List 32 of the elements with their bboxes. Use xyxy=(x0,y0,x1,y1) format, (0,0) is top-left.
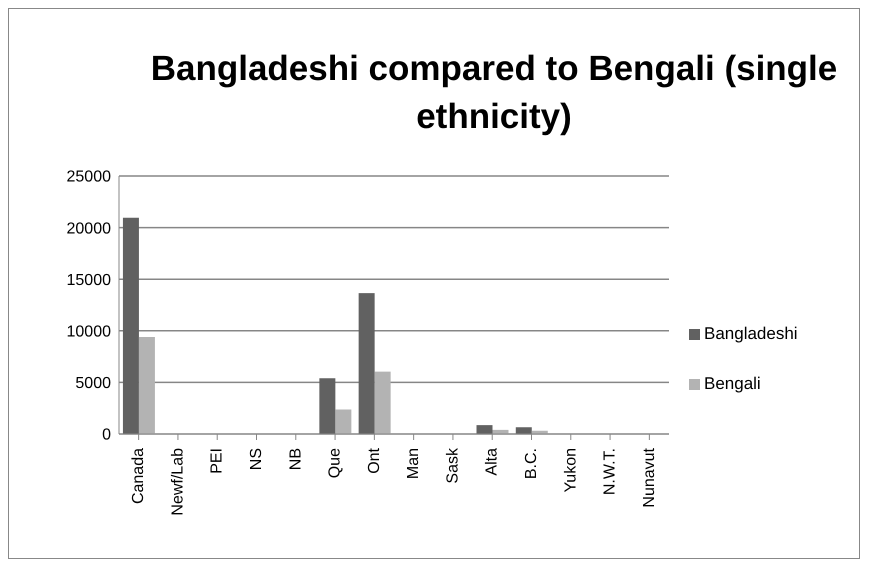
bar xyxy=(374,372,391,434)
bar xyxy=(358,293,375,434)
y-tick-label: 15000 xyxy=(66,272,112,289)
y-tick-label: 25000 xyxy=(66,168,112,186)
x-tick-label: Man xyxy=(405,448,422,480)
x-tick-label: Alta xyxy=(484,448,501,476)
x-tick-label: Sask xyxy=(444,447,462,484)
x-tick-label: Que xyxy=(326,448,344,478)
x-tick-label: N.W.T. xyxy=(602,448,619,496)
legend-label: Bengali xyxy=(704,374,761,393)
bar xyxy=(516,427,532,434)
x-tick-label: Canada xyxy=(130,448,148,504)
x-tick-label: B.C. xyxy=(523,448,540,480)
x-tick-label: Newf/Lab xyxy=(169,448,186,516)
x-tick-label: Ont xyxy=(366,447,383,474)
x-tick-label: NS xyxy=(248,448,265,470)
legend-label: Bangladeshi xyxy=(704,324,798,343)
bar xyxy=(319,378,336,434)
bar xyxy=(335,409,352,434)
y-tick-label: 10000 xyxy=(66,323,112,340)
y-tick-label: 0 xyxy=(102,426,112,444)
x-tick-label: NB xyxy=(287,448,304,470)
y-tick-label: 20000 xyxy=(66,220,112,238)
bar xyxy=(476,425,492,434)
bar xyxy=(138,336,155,434)
bar xyxy=(122,218,139,434)
bar xyxy=(532,430,548,434)
chart-title: Bangladeshi compared to Bengali (single ethnicity) xyxy=(150,48,838,138)
y-tick-label: 5000 xyxy=(75,375,112,392)
x-tick-label: PEI xyxy=(208,448,226,474)
x-tick-label: Yukon xyxy=(562,448,580,492)
x-tick-label: Nunavut xyxy=(640,447,658,508)
